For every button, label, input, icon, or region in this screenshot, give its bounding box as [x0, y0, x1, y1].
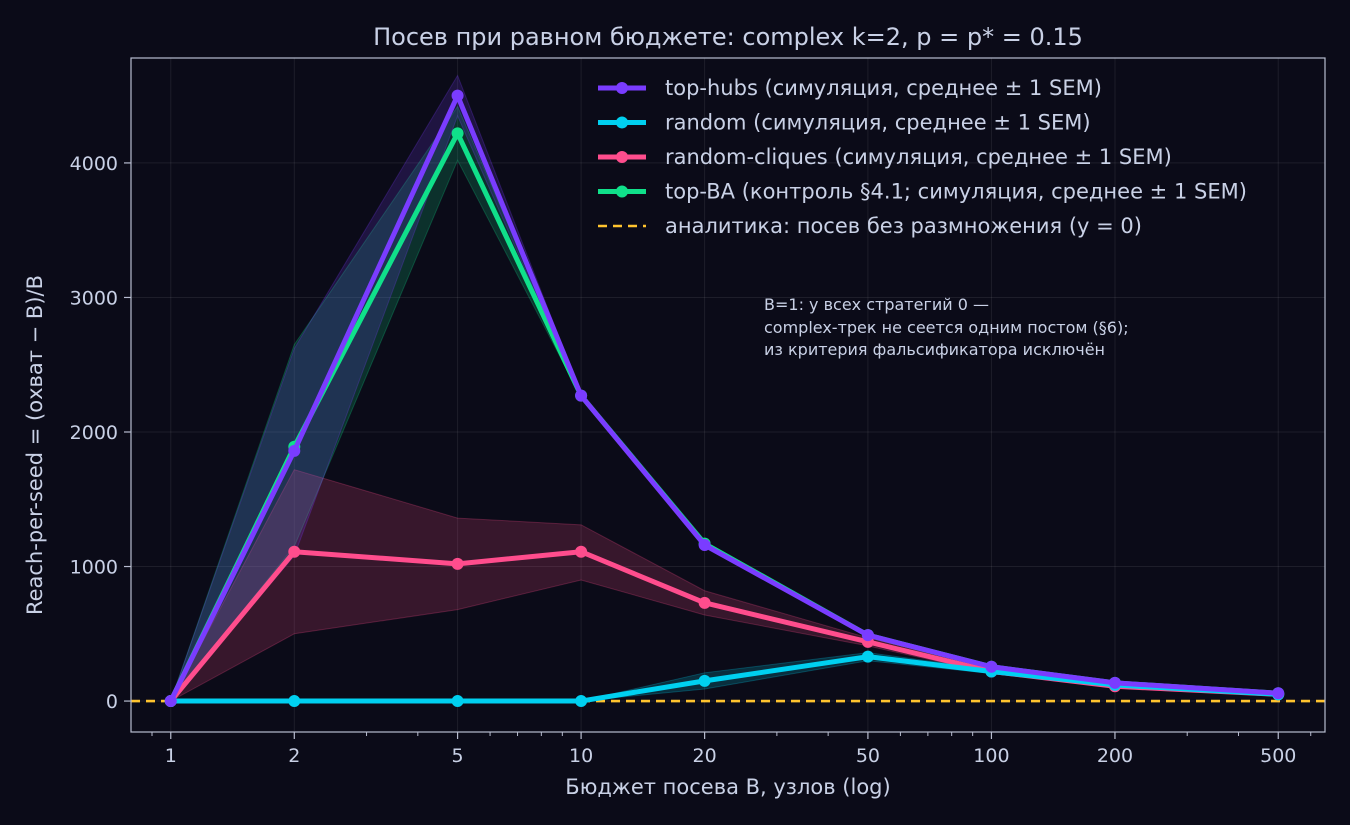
legend-label: top-BA (контроль §4.1; симуляция, средне…	[665, 180, 1247, 204]
top-hubs-point	[164, 695, 177, 708]
y-tick-label: 0	[106, 691, 118, 713]
legend-item: random (симуляция, среднее ± 1 SEM)	[598, 111, 1091, 135]
random-point	[575, 695, 588, 708]
legend-marker	[616, 151, 628, 163]
random-point	[288, 695, 301, 708]
x-axis-label: Бюджет посева B, узлов (log)	[565, 775, 890, 799]
x-tick-label: 100	[973, 745, 1009, 767]
legend-item: аналитика: посев без размножения (y = 0)	[598, 214, 1142, 238]
top-hubs-point	[288, 444, 301, 457]
x-tick-label: 200	[1097, 745, 1133, 767]
x-tick-label: 2	[288, 745, 300, 767]
legend-item: top-BA (контроль §4.1; симуляция, средне…	[598, 180, 1247, 204]
y-tick-label: 1000	[70, 557, 118, 579]
top-hubs-series	[164, 89, 1285, 708]
random-cliques-point	[451, 557, 464, 570]
legend-item: top-hubs (симуляция, среднее ± 1 SEM)	[598, 76, 1102, 100]
x-tick-label: 1	[165, 745, 177, 767]
random-point	[698, 674, 711, 687]
y-tick-label: 2000	[70, 422, 118, 444]
x-tick-label: 500	[1260, 745, 1296, 767]
annotation-line-3: из критерия фальсификатора исключён	[764, 340, 1105, 359]
y-tick-label: 3000	[70, 287, 118, 309]
random-cliques-point	[288, 545, 301, 558]
top-hubs-point	[985, 660, 998, 673]
random-point	[451, 695, 464, 708]
top-hubs-point	[451, 89, 464, 102]
top-hubs-point	[698, 539, 711, 552]
annotation-note: B=1: у всех стратегий 0 — complex-трек н…	[764, 295, 1129, 359]
x-tick-label: 50	[856, 745, 880, 767]
top-hubs-point	[1272, 687, 1285, 700]
series-lines	[164, 89, 1285, 708]
legend-label: аналитика: посев без размножения (y = 0)	[665, 214, 1142, 238]
axis-ticks: 1 2 5 10 20 50 100 200 500 0 1000 2000 3000 4000	[70, 153, 1312, 767]
legend-label: top-hubs (симуляция, среднее ± 1 SEM)	[665, 76, 1102, 100]
top-hubs-point	[861, 629, 874, 642]
random-cliques-point	[698, 596, 711, 609]
random-cliques-point	[575, 545, 588, 558]
top-hubs-point	[1108, 676, 1121, 689]
y-axis-label: Reach-per-seed = (охват − B)/B	[23, 275, 47, 615]
top-hubs-point	[575, 389, 588, 402]
legend-item: random-cliques (симуляция, среднее ± 1 S…	[598, 145, 1172, 169]
x-tick-label: 10	[569, 745, 593, 767]
legend-marker	[616, 116, 628, 129]
x-tick-label: 20	[693, 745, 717, 767]
legend-marker	[616, 82, 628, 94]
legend-marker	[616, 185, 628, 198]
y-tick-label: 4000	[70, 153, 118, 175]
x-tick-label: 5	[452, 745, 464, 767]
legend-label: random-cliques (симуляция, среднее ± 1 S…	[665, 145, 1172, 169]
top-ba-point	[451, 127, 464, 140]
annotation-line-2: complex-трек не сеется одним постом (§6)…	[764, 318, 1129, 337]
chart-title: Посев при равном бюджете: complex k=2, p…	[373, 23, 1083, 51]
random-point	[861, 650, 874, 663]
legend: top-hubs (симуляция, среднее ± 1 SEM) ran…	[598, 76, 1247, 238]
annotation-line-1: B=1: у всех стратегий 0 —	[764, 295, 989, 314]
legend-label: random (симуляция, среднее ± 1 SEM)	[665, 111, 1091, 135]
plot-frame	[130, 57, 1326, 733]
